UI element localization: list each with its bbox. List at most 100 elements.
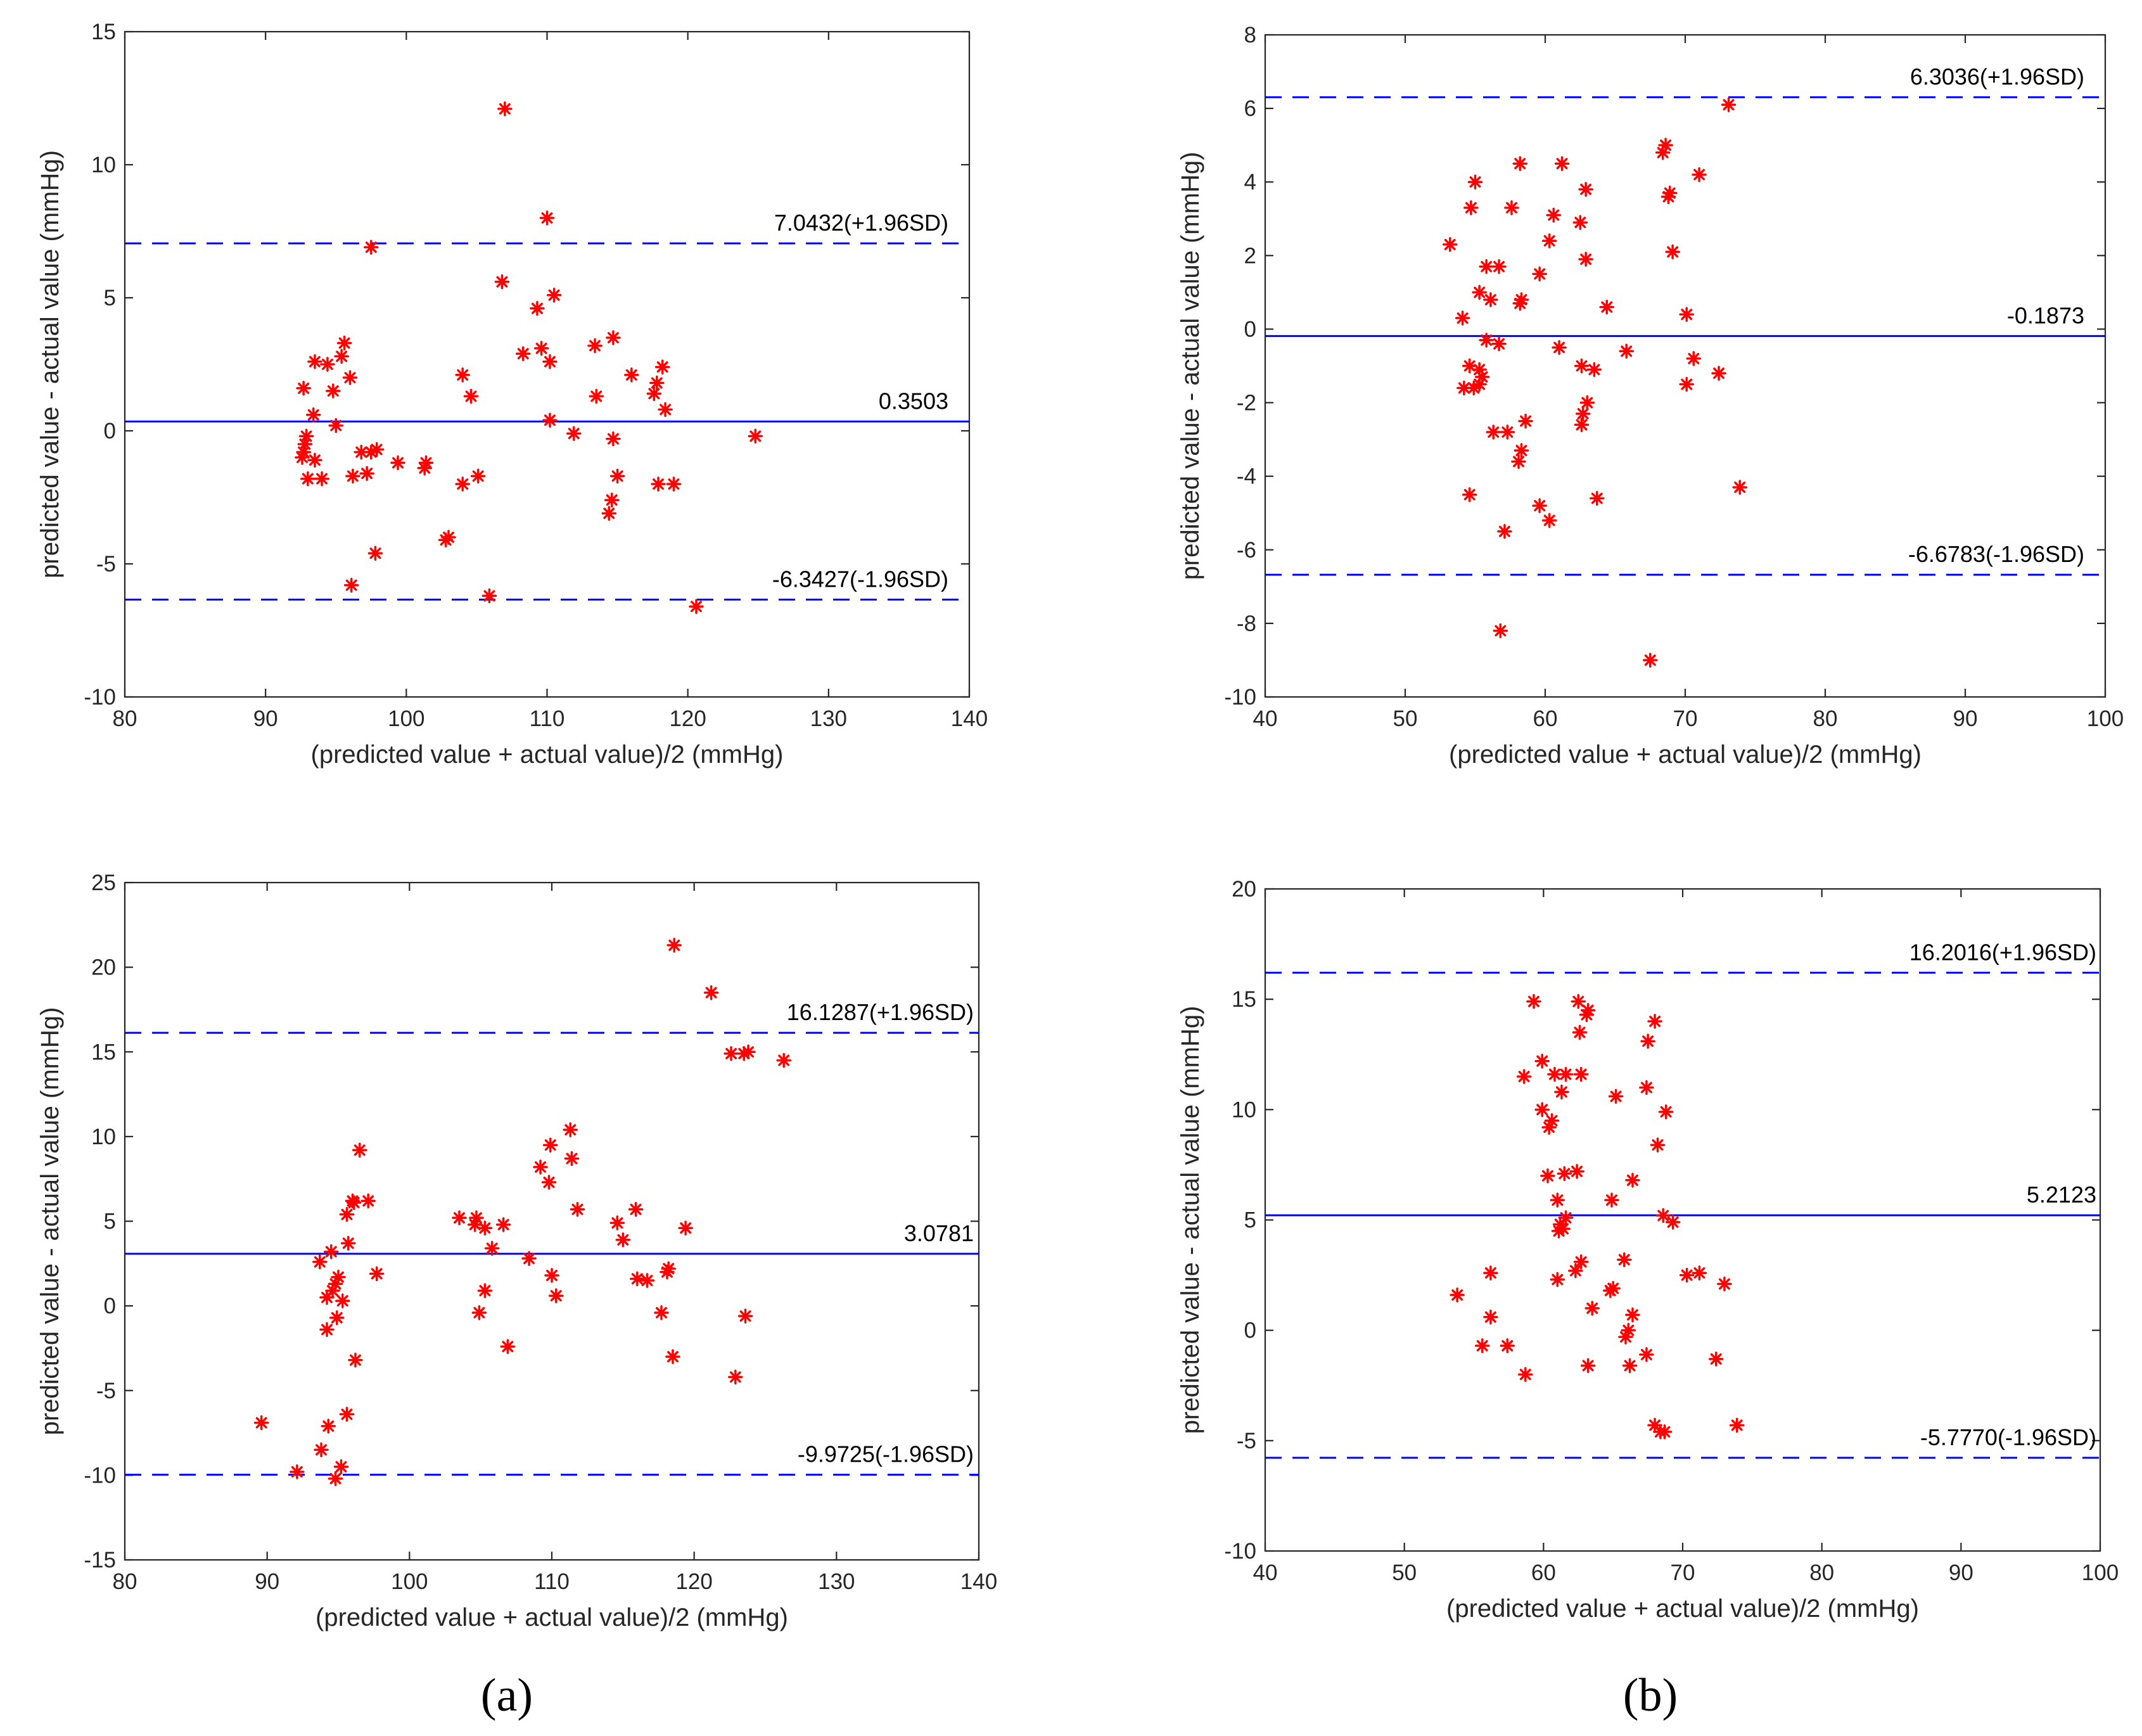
x-tick-label: 40 xyxy=(1253,706,1278,731)
x-tick-label: 110 xyxy=(530,706,565,731)
y-axis-label: predicted value - actual value (mmHg) xyxy=(36,1007,64,1436)
data-point xyxy=(601,506,617,521)
x-tick-label: 120 xyxy=(669,706,706,731)
y-tick-label: 0 xyxy=(1244,317,1256,341)
data-point xyxy=(1604,1192,1619,1208)
data-point xyxy=(290,1464,305,1479)
data-point xyxy=(1500,424,1515,440)
data-point xyxy=(1532,498,1547,513)
y-tick-label: 5 xyxy=(104,1209,116,1234)
data-point xyxy=(305,407,321,423)
data-point xyxy=(470,468,486,484)
data-point xyxy=(654,359,670,374)
lower-limit-label: -6.3427(-1.96SD) xyxy=(772,566,948,592)
data-point xyxy=(515,346,531,361)
data-point xyxy=(606,330,621,345)
mean-label: 0.3503 xyxy=(879,388,948,414)
data-point xyxy=(477,1283,493,1298)
data-point xyxy=(570,1202,585,1217)
x-tick-label: 120 xyxy=(675,1569,712,1594)
data-point xyxy=(339,1207,355,1222)
data-point xyxy=(1526,993,1541,1009)
data-point xyxy=(1555,1221,1571,1237)
y-tick-label: 20 xyxy=(91,955,116,980)
data-point xyxy=(333,1459,349,1474)
data-point xyxy=(563,1122,578,1137)
x-tick-label: 100 xyxy=(2082,1560,2119,1585)
x-tick-label: 70 xyxy=(1673,706,1698,731)
x-tick-label: 80 xyxy=(113,706,137,731)
data-point xyxy=(390,455,405,471)
data-point xyxy=(328,1471,343,1486)
data-point xyxy=(1491,259,1507,274)
y-tick-label: 5 xyxy=(104,286,116,310)
data-point xyxy=(1511,454,1526,469)
data-point xyxy=(1467,174,1483,189)
data-point xyxy=(1599,299,1614,315)
data-point xyxy=(1578,182,1593,197)
data-point xyxy=(1532,266,1547,282)
data-point xyxy=(630,1271,645,1287)
data-point xyxy=(741,1044,756,1059)
x-tick-label: 60 xyxy=(1533,706,1558,731)
mean-label: 3.0781 xyxy=(904,1220,974,1246)
data-point xyxy=(728,1369,743,1385)
data-point xyxy=(1580,1358,1596,1374)
data-point xyxy=(666,938,682,953)
data-point xyxy=(1557,1166,1572,1182)
data-point xyxy=(1552,340,1567,355)
data-point xyxy=(1572,1024,1588,1040)
data-point xyxy=(1534,1053,1550,1069)
data-point xyxy=(336,335,352,351)
data-point xyxy=(606,431,621,447)
x-tick-label: 140 xyxy=(960,1569,997,1594)
data-point xyxy=(253,1415,269,1431)
y-axis-label: predicted value - actual value (mmHg) xyxy=(36,150,64,578)
data-point xyxy=(1665,1215,1681,1230)
data-point xyxy=(1655,1208,1671,1223)
y-tick-label: -10 xyxy=(84,1463,116,1488)
data-point xyxy=(1665,244,1680,260)
data-point xyxy=(1472,284,1487,300)
data-point xyxy=(1483,292,1498,307)
data-point xyxy=(455,367,470,383)
data-point xyxy=(1497,524,1512,539)
y-tick-label: -10 xyxy=(1224,1539,1256,1564)
data-point xyxy=(543,1137,558,1152)
data-point xyxy=(325,1283,340,1298)
x-tick-label: 90 xyxy=(253,706,278,731)
data-point xyxy=(1493,623,1508,639)
data-point xyxy=(314,1442,329,1458)
data-point xyxy=(1518,413,1533,429)
data-point xyxy=(1512,296,1527,311)
y-tick-label: 15 xyxy=(91,1040,116,1064)
data-point xyxy=(1574,358,1590,374)
data-point xyxy=(1647,1014,1662,1029)
data-point xyxy=(666,476,682,492)
data-point xyxy=(546,288,562,303)
data-point xyxy=(441,530,456,545)
y-tick-label: 15 xyxy=(91,20,116,44)
lower-limit-label: -9.9725(-1.96SD) xyxy=(798,1441,974,1467)
data-point xyxy=(1729,1417,1745,1433)
data-point xyxy=(300,471,316,487)
y-tick-label: -5 xyxy=(96,1379,116,1403)
y-tick-label: 20 xyxy=(1232,877,1256,902)
chart-panel-bottom-left: 80 90 100 110 120 130 140 -15 -10 -5 0 5 10 15 20 25 (pr… xyxy=(36,871,997,1631)
data-point xyxy=(348,1352,363,1368)
data-point xyxy=(541,1175,557,1190)
data-point xyxy=(1550,1272,1565,1287)
data-point xyxy=(477,1220,493,1235)
data-point xyxy=(1708,1351,1724,1367)
data-point xyxy=(495,1217,511,1232)
x-tick-label: 50 xyxy=(1392,1560,1417,1585)
data-point xyxy=(1463,200,1479,215)
data-point xyxy=(776,1052,791,1068)
data-point xyxy=(1608,1088,1624,1104)
lower-limit-label: -5.7770(-1.96SD) xyxy=(1920,1424,2096,1450)
data-point xyxy=(1514,443,1529,458)
data-point xyxy=(1590,490,1605,506)
x-tick-label: 80 xyxy=(113,1569,137,1594)
data-point xyxy=(1541,233,1557,248)
data-point xyxy=(1686,351,1702,366)
